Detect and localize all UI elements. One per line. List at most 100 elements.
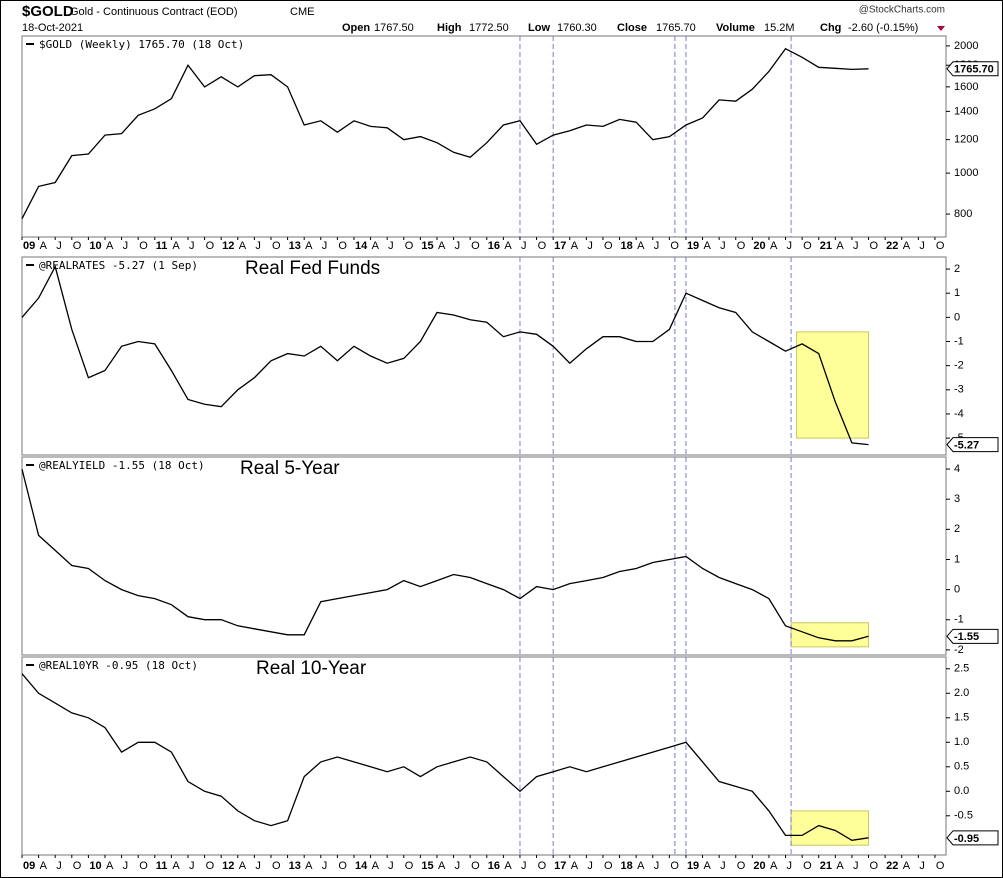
y-tick-label: 1600 xyxy=(954,81,978,93)
x-tick-label: 20 xyxy=(753,240,765,252)
x-tick-label: O xyxy=(338,240,347,252)
highlight-box xyxy=(796,331,870,439)
x-tick-label: A xyxy=(903,240,911,252)
source: @StockCharts.com xyxy=(859,5,945,16)
x-tick-label: 20 xyxy=(753,860,765,872)
y-tick-label: 1200 xyxy=(954,134,978,146)
chg-label: Chg xyxy=(820,22,841,34)
x-tick-label: 17 xyxy=(554,860,566,872)
x-tick-label: J xyxy=(322,240,328,252)
panel-border xyxy=(21,256,947,456)
y-tick-label: 0 xyxy=(954,311,960,323)
x-tick-label: O xyxy=(471,860,480,872)
x-tick-label: J xyxy=(919,240,925,252)
x-tick-label: A xyxy=(239,240,247,252)
x-tick-label: 11 xyxy=(156,860,168,872)
x-tick-label: O xyxy=(670,860,679,872)
x-tick-label: A xyxy=(372,240,380,252)
x-tick-label: 13 xyxy=(289,860,301,872)
x-tick-label: A xyxy=(305,860,313,872)
x-tick-label: J xyxy=(720,860,726,872)
high-label: High xyxy=(437,22,462,34)
x-tick-label: O xyxy=(272,240,281,252)
x-tick-label: J xyxy=(853,860,859,872)
last-value-label: -0.95 xyxy=(954,833,979,845)
x-tick-label: J xyxy=(388,860,394,872)
x-tick-label: A xyxy=(438,860,446,872)
panel-border xyxy=(21,35,947,238)
x-tick-label: 17 xyxy=(554,240,566,252)
x-tick-label: A xyxy=(836,240,844,252)
x-tick-label: A xyxy=(504,860,512,872)
legend: $GOLD (Weekly) 1765.70 (18 Oct) xyxy=(39,38,244,51)
down-arrow xyxy=(937,26,945,31)
x-tick-label: O xyxy=(936,240,945,252)
x-tick-label: A xyxy=(637,240,645,252)
x-tick-label: 22 xyxy=(886,860,898,872)
highlight-box xyxy=(790,622,870,648)
last-value-box xyxy=(946,830,999,846)
x-tick-label: 09 xyxy=(23,860,35,872)
x-tick-label: A xyxy=(571,860,579,872)
x-tick-label: J xyxy=(521,240,527,252)
y-tick-label: -4 xyxy=(954,408,964,420)
x-tick-label: 10 xyxy=(89,240,101,252)
x-tick-label: O xyxy=(670,240,679,252)
y-tick-label: 2.0 xyxy=(954,687,969,699)
x-tick-label: A xyxy=(172,860,180,872)
x-tick-label: O xyxy=(206,240,215,252)
x-tick-label: J xyxy=(123,240,128,252)
x-tick-label: 14 xyxy=(355,860,368,872)
y-tick-label: 1.0 xyxy=(954,736,969,748)
x-tick-label: O xyxy=(73,240,82,252)
symbol: $GOLD xyxy=(22,3,74,20)
open: 1767.50 xyxy=(374,22,414,34)
x-tick-label: O xyxy=(73,860,82,872)
low: 1760.30 xyxy=(557,22,597,34)
x-tick-label: 21 xyxy=(820,860,832,872)
y-tick-label: 1 xyxy=(954,553,960,565)
close-label: Close xyxy=(617,22,647,34)
x-tick-label: A xyxy=(106,240,114,252)
last-value-box xyxy=(946,628,999,644)
x-tick-label: O xyxy=(870,240,879,252)
last-value-label: -1.55 xyxy=(954,631,979,643)
y-tick-label: 0.5 xyxy=(954,761,969,773)
x-tick-label: A xyxy=(903,860,911,872)
x-tick-label: J xyxy=(853,240,859,252)
x-tick-label: O xyxy=(737,860,746,872)
x-tick-label: 12 xyxy=(222,860,234,872)
x-tick-label: O xyxy=(737,240,746,252)
x-tick-label: O xyxy=(272,860,281,872)
x-tick-label: 15 xyxy=(421,240,433,252)
x-tick-label: A xyxy=(504,240,512,252)
x-tick-label: J xyxy=(654,860,660,872)
y-tick-label: 3 xyxy=(954,493,960,505)
x-tick-label: J xyxy=(189,240,195,252)
x-tick-label: J xyxy=(455,860,461,872)
x-tick-label: 19 xyxy=(687,860,699,872)
y-tick-label: 0 xyxy=(954,584,960,596)
x-tick-label: O xyxy=(538,860,547,872)
x-tick-label: A xyxy=(836,860,844,872)
x-tick-label: J xyxy=(56,860,62,872)
date: 18-Oct-2021 xyxy=(22,22,83,34)
x-tick-label: A xyxy=(40,240,48,252)
legend-dash xyxy=(26,664,34,666)
x-tick-label: 15 xyxy=(421,860,433,872)
x-tick-label: O xyxy=(405,240,414,252)
x-tick-label: J xyxy=(654,240,660,252)
y-tick-label: 1.5 xyxy=(954,712,969,724)
panel-title: Real 10-Year xyxy=(256,658,367,679)
x-tick-label: 13 xyxy=(289,240,301,252)
x-tick-label: 11 xyxy=(156,240,168,252)
legend-dash xyxy=(26,464,34,466)
x-tick-label: 16 xyxy=(488,860,500,872)
x-tick-label: J xyxy=(189,860,195,872)
x-tick-label: J xyxy=(123,860,128,872)
last-value-box xyxy=(946,61,999,77)
x-tick-label: J xyxy=(787,860,793,872)
y-tick-label: 4 xyxy=(954,463,960,475)
legend-dash xyxy=(26,43,34,45)
